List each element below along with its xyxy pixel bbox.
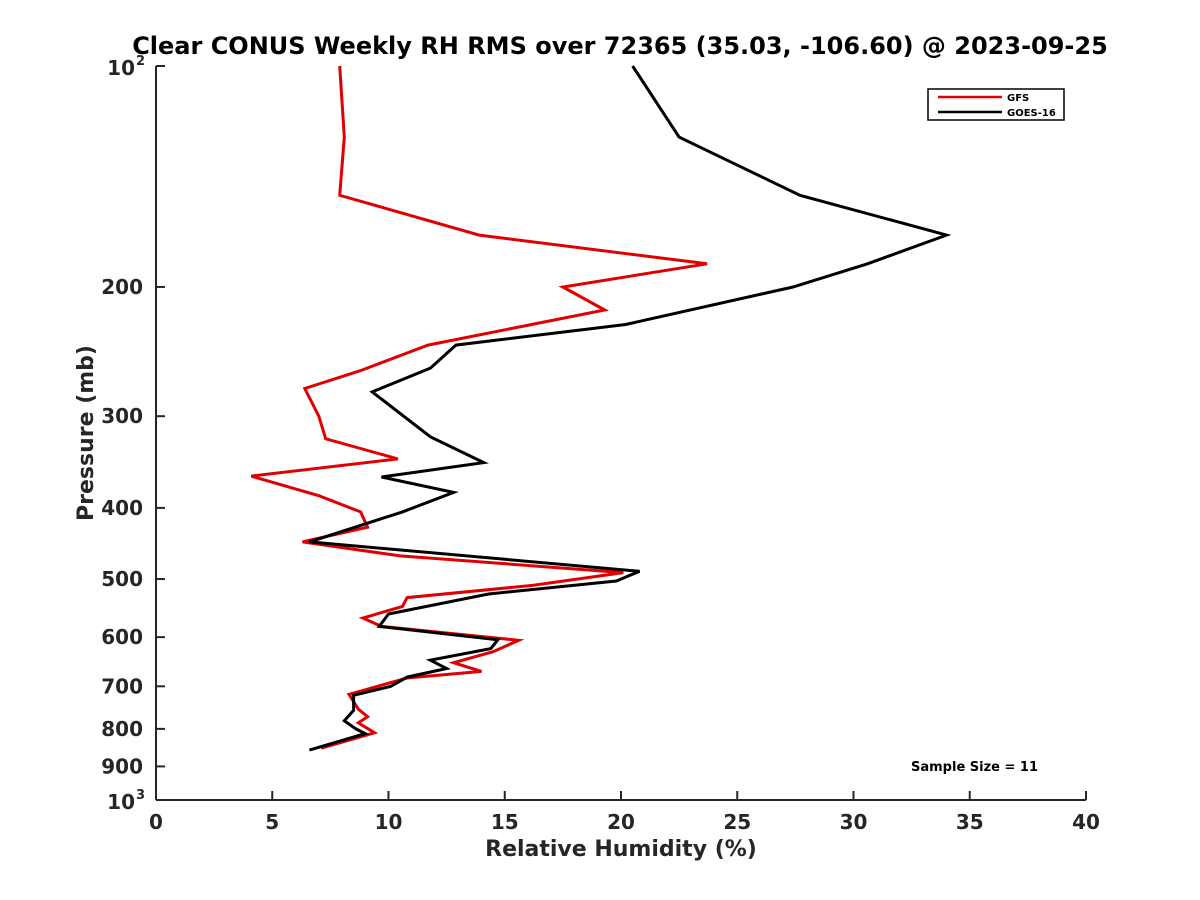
x-tick-label: 25	[723, 810, 751, 834]
x-tick-label: 15	[491, 810, 519, 834]
y-tick-label: 800	[101, 717, 143, 741]
y-tick-label: 500	[101, 567, 143, 591]
x-tick-label: 0	[149, 810, 163, 834]
series-line-goes-16	[308, 65, 952, 752]
x-ticks: 0 5 10 15 20 25 30 35 40	[149, 791, 1100, 834]
y-tick-label: 600	[101, 625, 143, 649]
x-tick-label: 10	[375, 810, 403, 834]
y-tick-label: 300	[101, 404, 143, 428]
y-tick-exponent: 3	[136, 788, 145, 803]
series-line-gfs	[250, 65, 708, 750]
series-layer	[250, 65, 952, 752]
x-tick-label: 40	[1072, 810, 1100, 834]
y-tick-label: 900	[101, 754, 143, 778]
x-tick-label: 20	[607, 810, 635, 834]
legend-label: GOES-16	[1007, 108, 1056, 119]
y-tick-label: 400	[101, 496, 143, 520]
y-tick-label: 10	[107, 56, 135, 80]
y-tick-label: 200	[101, 275, 143, 299]
x-axis-label: Relative Humidity (%)	[485, 837, 757, 862]
y-tick-label: 700	[101, 674, 143, 698]
y-axis-label: Pressure (mb)	[74, 345, 99, 521]
x-tick-label: 30	[840, 810, 868, 834]
legend-label: GFS	[1007, 93, 1029, 104]
chart-title: Clear CONUS Weekly RH RMS over 72365 (35…	[132, 32, 1108, 60]
x-tick-label: 5	[265, 810, 279, 834]
legend: GFS GOES-16	[927, 88, 1065, 121]
sample-size-annotation: Sample Size = 11	[911, 760, 1038, 775]
y-tick-exponent: 2	[136, 54, 145, 69]
legend-box	[927, 88, 1065, 121]
x-tick-label: 35	[956, 810, 984, 834]
legend-entries: GFS GOES-16	[938, 93, 1056, 119]
y-tick-label: 10	[107, 790, 135, 814]
